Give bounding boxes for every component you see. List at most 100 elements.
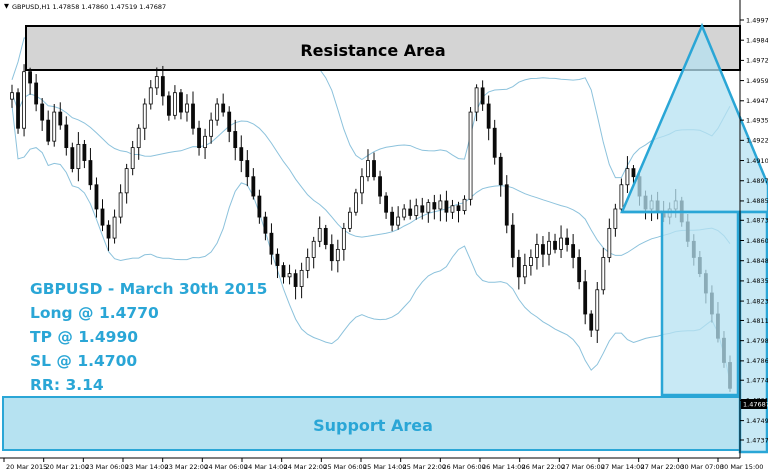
candle-body — [577, 257, 582, 283]
candle-body — [329, 244, 334, 262]
candle-body — [583, 281, 588, 315]
candle-body — [251, 176, 256, 197]
candle-body — [124, 168, 129, 194]
trade-note-line: TP @ 1.4990 — [30, 328, 138, 346]
candle-body — [390, 211, 395, 226]
candle-body — [420, 205, 425, 213]
candle-body — [354, 192, 358, 213]
trade-note-line: Long @ 1.4770 — [30, 304, 159, 322]
price-tick-label: 1.48975 — [746, 177, 768, 185]
candle-body — [360, 176, 364, 194]
time-tick-label: 23 Mar 06:00 — [85, 463, 128, 471]
time-tick-label: 30 Mar 15:00 — [720, 463, 763, 471]
time-tick-label: 24 Mar 06:00 — [204, 463, 247, 471]
candle-body — [203, 135, 207, 149]
price-tick-label: 1.48230 — [746, 297, 768, 305]
candle-body — [553, 240, 557, 250]
candle-body — [607, 227, 612, 258]
time-tick-label: 27 Mar 22:00 — [641, 463, 684, 471]
candle-body — [34, 82, 39, 105]
candle-body — [197, 127, 201, 149]
candle-body — [366, 160, 370, 178]
candle-body — [528, 257, 533, 266]
candle-body — [341, 227, 346, 250]
price-tick-label: 1.49350 — [746, 116, 768, 124]
price-tick-label: 1.49845 — [746, 36, 768, 44]
candle-body — [287, 273, 292, 278]
candle-body — [625, 168, 630, 186]
candle-body — [378, 176, 382, 197]
candle-body — [474, 87, 479, 113]
projection-box-right — [738, 210, 768, 454]
candle-body — [58, 111, 63, 126]
price-tick-label: 1.48730 — [746, 217, 768, 225]
time-tick-label: 25 Mar 14:00 — [363, 463, 406, 471]
candle-body — [166, 95, 171, 116]
candle-body — [372, 160, 376, 178]
candle-body — [305, 257, 310, 271]
candle-body — [28, 71, 33, 84]
candle-body — [402, 208, 407, 218]
trade-note-line: GBPUSD - March 30th 2015 — [30, 280, 267, 298]
candle-body — [275, 253, 280, 266]
candle-body — [263, 216, 268, 234]
candle-body — [221, 103, 226, 113]
candle-body — [154, 76, 159, 89]
candle-body — [456, 205, 461, 212]
candle-body — [148, 87, 153, 105]
time-tick-label: 20 Mar 21:00 — [46, 463, 89, 471]
candle-body — [94, 184, 99, 210]
candle-body — [426, 202, 431, 213]
price-tick-label: 1.49100 — [746, 157, 768, 165]
candle-body — [281, 265, 286, 278]
candle-body — [408, 208, 413, 216]
candle-body — [293, 273, 298, 287]
time-tick-label: 26 Mar 06:00 — [442, 463, 485, 471]
candle-body — [88, 160, 93, 186]
candle-body — [142, 103, 147, 129]
price-tick-label: 1.49225 — [746, 137, 768, 145]
symbol-header: GBPUSD,H1 1.47858 1.47860 1.47519 1.4768… — [12, 3, 166, 11]
candle-body — [269, 232, 274, 255]
price-tick-label: 1.48850 — [746, 197, 768, 205]
candle-body — [52, 111, 57, 142]
time-tick-label: 23 Mar 22:00 — [165, 463, 208, 471]
candle-body — [601, 257, 606, 291]
header-arrow-icon[interactable]: ▼ — [4, 2, 9, 10]
candle-body — [384, 195, 388, 213]
candle-body — [227, 111, 232, 132]
candle-body — [16, 92, 20, 129]
price-tick-label: 1.48605 — [746, 237, 768, 245]
candle-body — [239, 147, 244, 161]
candle-body — [76, 143, 81, 170]
candle-body — [64, 124, 69, 149]
candle-body — [571, 244, 576, 258]
candle-body — [589, 313, 594, 331]
price-tick-label: 1.47985 — [746, 337, 768, 345]
candle-body — [498, 156, 503, 186]
candle-body — [22, 71, 26, 129]
price-tick-label: 1.48110 — [746, 317, 768, 325]
candle-body — [438, 200, 443, 210]
candle-body — [323, 227, 328, 245]
candle-body — [516, 257, 521, 278]
price-axis: 1.49970 1.49845 1.49720 1.49595 1.49470 1.493… — [740, 16, 768, 444]
candle-body — [185, 103, 189, 113]
candle-body — [541, 244, 545, 255]
candle-body — [173, 92, 177, 116]
time-tick-label: 23 Mar 14:00 — [125, 463, 168, 471]
time-tick-label: 20 Mar 2015 — [6, 463, 47, 471]
candle-body — [233, 131, 238, 149]
candle-body — [559, 237, 563, 250]
trade-note-line: SL @ 1.4700 — [30, 352, 137, 370]
candle-body — [432, 202, 437, 210]
support-label: Support Area — [313, 416, 433, 435]
candle-body — [510, 224, 515, 258]
candle-body — [40, 103, 45, 121]
candle-body — [209, 119, 214, 137]
price-tick-label: 1.49720 — [746, 57, 768, 65]
candle-body — [118, 192, 123, 218]
